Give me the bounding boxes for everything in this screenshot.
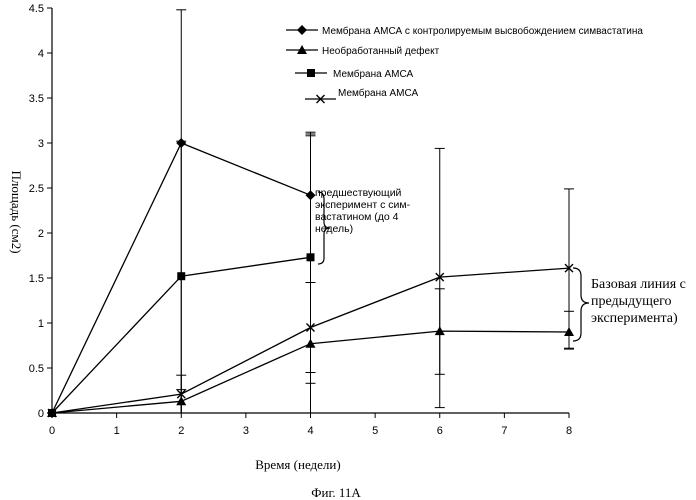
- annotation-previous-experiment-line: вастатином (до 4: [315, 211, 399, 223]
- x-axis-title: Время (недели): [255, 457, 340, 472]
- y-tick-label: 0.5: [29, 363, 44, 375]
- y-tick-label: 3: [38, 138, 44, 150]
- annotation-baseline-line: Базовая линия с: [591, 277, 686, 292]
- y-tick-label: 4.5: [29, 3, 44, 15]
- annotation-baseline-line: эксперимента): [591, 311, 678, 326]
- x-tick-label: 0: [49, 425, 55, 437]
- annotation-previous-experiment-line: недель): [315, 223, 353, 235]
- y-axis-title: Площадь (см2): [9, 170, 24, 253]
- legend-label: Мембрана АМСА: [333, 68, 413, 80]
- data-point-square: [177, 272, 185, 280]
- legend: Мембрана АМСА с контролируемым высвобожд…: [286, 25, 643, 103]
- x-tick-label: 1: [114, 425, 120, 437]
- figure-caption: Фиг. 11А: [311, 485, 361, 500]
- x-tick-label: 7: [501, 425, 507, 437]
- y-tick-label: 3.5: [29, 93, 44, 105]
- y-tick-label: 2.5: [29, 183, 44, 195]
- y-tick-label: 0: [38, 408, 44, 420]
- y-tick-label: 4: [38, 48, 44, 60]
- annotation-baseline-line: предыдущего: [591, 294, 672, 309]
- annotations: предшествующийэксперимент с сим-вастатин…: [311, 187, 686, 500]
- legend-marker-diamond: [297, 25, 307, 35]
- y-tick-label: 1.5: [29, 273, 44, 285]
- legend-label: Мембрана АМСА: [338, 87, 418, 99]
- annotation-previous-experiment-line: эксперимент с сим-: [315, 199, 411, 211]
- legend-marker-square: [307, 69, 315, 77]
- data-point-square: [307, 253, 315, 261]
- axes: 0 1 2 3 4 5 6 7 8 0 0.5 1 1.5 2 2.5 3 3.5 4 4.5 Время (неде…: [9, 3, 572, 472]
- legend-label: Мембрана АМСА с контролируемым высвобожд…: [322, 25, 643, 37]
- x-tick-label: 4: [307, 425, 313, 437]
- x-tick-label: 3: [243, 425, 249, 437]
- x-tick-label: 2: [178, 425, 184, 437]
- legend-label: Необработанный дефект: [322, 45, 440, 57]
- x-tick-label: 6: [437, 425, 443, 437]
- data-point-diamond: [176, 138, 186, 148]
- brace-baseline: [573, 268, 589, 341]
- data-point-diamond: [306, 190, 316, 200]
- annotation-previous-experiment-line: предшествующий: [315, 187, 402, 199]
- y-tick-label: 2: [38, 228, 44, 240]
- y-tick-label: 1: [38, 318, 44, 330]
- x-tick-label: 8: [566, 425, 572, 437]
- x-tick-label: 5: [372, 425, 378, 437]
